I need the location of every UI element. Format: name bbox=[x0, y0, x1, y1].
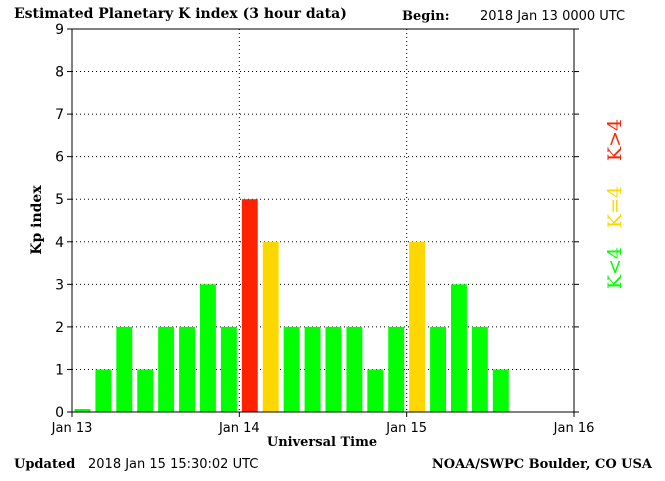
source-credit: NOAA/SWPC Boulder, CO USA bbox=[432, 457, 653, 472]
bar-10 bbox=[283, 326, 300, 412]
y-tick-label: 1 bbox=[55, 362, 64, 378]
x-tick-label: Jan 16 bbox=[553, 421, 595, 436]
bar-7 bbox=[220, 326, 237, 412]
legend-k-below-4: K<4 bbox=[604, 247, 626, 289]
bar-0 bbox=[74, 409, 91, 412]
y-tick-label: 4 bbox=[55, 235, 64, 251]
bar-8 bbox=[241, 199, 258, 412]
y-axis-label: Kp index bbox=[29, 185, 45, 255]
bar-14 bbox=[367, 369, 384, 412]
y-tick-label: 8 bbox=[55, 65, 64, 81]
bar-1 bbox=[95, 369, 112, 412]
x-tick-label: Jan 13 bbox=[51, 421, 93, 436]
x-axis-label: Universal Time bbox=[267, 435, 377, 450]
x-tick-label: Jan 15 bbox=[385, 421, 427, 436]
bar-6 bbox=[200, 284, 216, 412]
begin-label: Begin: bbox=[402, 9, 450, 24]
bar-9 bbox=[262, 241, 279, 412]
bar-15 bbox=[388, 326, 405, 412]
bar-11 bbox=[304, 326, 321, 412]
bar-18 bbox=[451, 284, 467, 412]
y-tick-label: 2 bbox=[55, 320, 64, 336]
bar-17 bbox=[430, 326, 446, 412]
y-tick-label: 3 bbox=[55, 277, 64, 293]
updated-value: 2018 Jan 15 15:30:02 UTC bbox=[88, 457, 258, 472]
bar-2 bbox=[116, 326, 133, 412]
x-axis-ticks: Jan 13 Jan 14 Jan 15 Jan 16 bbox=[51, 412, 595, 436]
grid-lines bbox=[72, 29, 574, 412]
bars bbox=[74, 199, 509, 412]
bar-16 bbox=[409, 241, 426, 412]
y-tick-label: 5 bbox=[55, 192, 64, 208]
y-tick-label: 9 bbox=[55, 22, 64, 38]
bar-20 bbox=[492, 369, 509, 412]
bar-4 bbox=[158, 326, 175, 412]
bar-3 bbox=[137, 369, 154, 412]
y-tick-label: 0 bbox=[55, 405, 64, 421]
bar-12 bbox=[325, 326, 342, 412]
legend-k-above-4: K>4 bbox=[604, 119, 626, 161]
legend-k-equal-4: K=4 bbox=[604, 186, 626, 228]
chart-title: Estimated Planetary K index (3 hour data… bbox=[14, 6, 347, 22]
begin-value: 2018 Jan 13 0000 UTC bbox=[480, 9, 625, 24]
y-axis-ticks: 0 1 2 3 4 5 6 7 8 9 bbox=[55, 22, 579, 421]
bar-5 bbox=[179, 326, 195, 412]
bar-13 bbox=[346, 326, 363, 412]
updated-label: Updated bbox=[14, 457, 75, 472]
x-tick-label: Jan 14 bbox=[218, 421, 260, 436]
y-tick-label: 7 bbox=[55, 107, 64, 123]
bar-19 bbox=[471, 326, 488, 412]
plot-frame bbox=[71, 28, 575, 413]
y-tick-label: 6 bbox=[55, 150, 64, 166]
